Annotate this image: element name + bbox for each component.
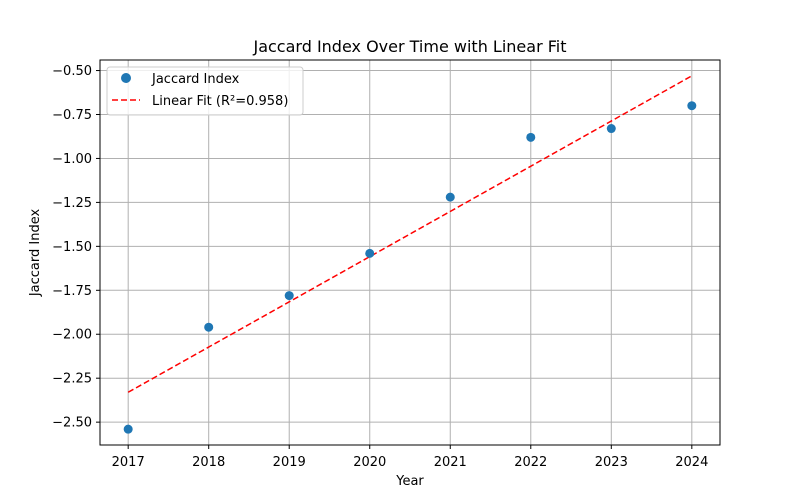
y-tick-label: −1.75 — [52, 284, 92, 299]
y-tick-label: −1.50 — [52, 240, 92, 255]
y-tick-label: −0.50 — [52, 64, 92, 79]
data-point — [687, 101, 697, 111]
grid-layer — [100, 60, 720, 445]
chart-title: Jaccard Index Over Time with Linear Fit — [252, 37, 566, 56]
x-tick-label: 2017 — [112, 455, 145, 470]
y-tick-label: −0.75 — [52, 108, 92, 123]
ticks-layer: 2017 2018 2019 2020 2021 2022 2023 2024 −2.50 −2.… — [52, 64, 708, 470]
x-axis-label: Year — [395, 474, 424, 489]
y-tick-label: −1.00 — [52, 152, 92, 167]
data-point — [123, 424, 133, 434]
data-point — [204, 322, 214, 332]
legend: Jaccard Index Linear Fit (R²=0.958) — [106, 66, 304, 116]
y-tick-label: −2.50 — [52, 416, 92, 431]
data-point — [284, 291, 294, 301]
x-tick-label: 2020 — [353, 455, 386, 470]
legend-box — [106, 66, 304, 116]
y-axis-label: Jaccard Index — [28, 209, 43, 298]
points-layer — [123, 101, 697, 434]
x-tick-label: 2018 — [192, 455, 225, 470]
x-tick-label: 2021 — [434, 455, 467, 470]
x-tick-label: 2022 — [514, 455, 547, 470]
data-point — [526, 132, 536, 142]
y-tick-label: −2.25 — [52, 372, 92, 387]
legend-label-scatter: Jaccard Index — [151, 72, 240, 87]
data-point — [365, 248, 375, 258]
data-point — [606, 124, 616, 134]
legend-marker-scatter — [121, 73, 131, 83]
legend-label-line: Linear Fit (R²=0.958) — [152, 94, 288, 109]
y-tick-label: −2.00 — [52, 328, 92, 343]
y-tick-label: −1.25 — [52, 196, 92, 211]
data-point — [445, 192, 455, 202]
x-tick-label: 2024 — [675, 455, 708, 470]
x-tick-label: 2019 — [273, 455, 306, 470]
x-tick-label: 2023 — [595, 455, 628, 470]
plot-frame — [99, 59, 721, 446]
